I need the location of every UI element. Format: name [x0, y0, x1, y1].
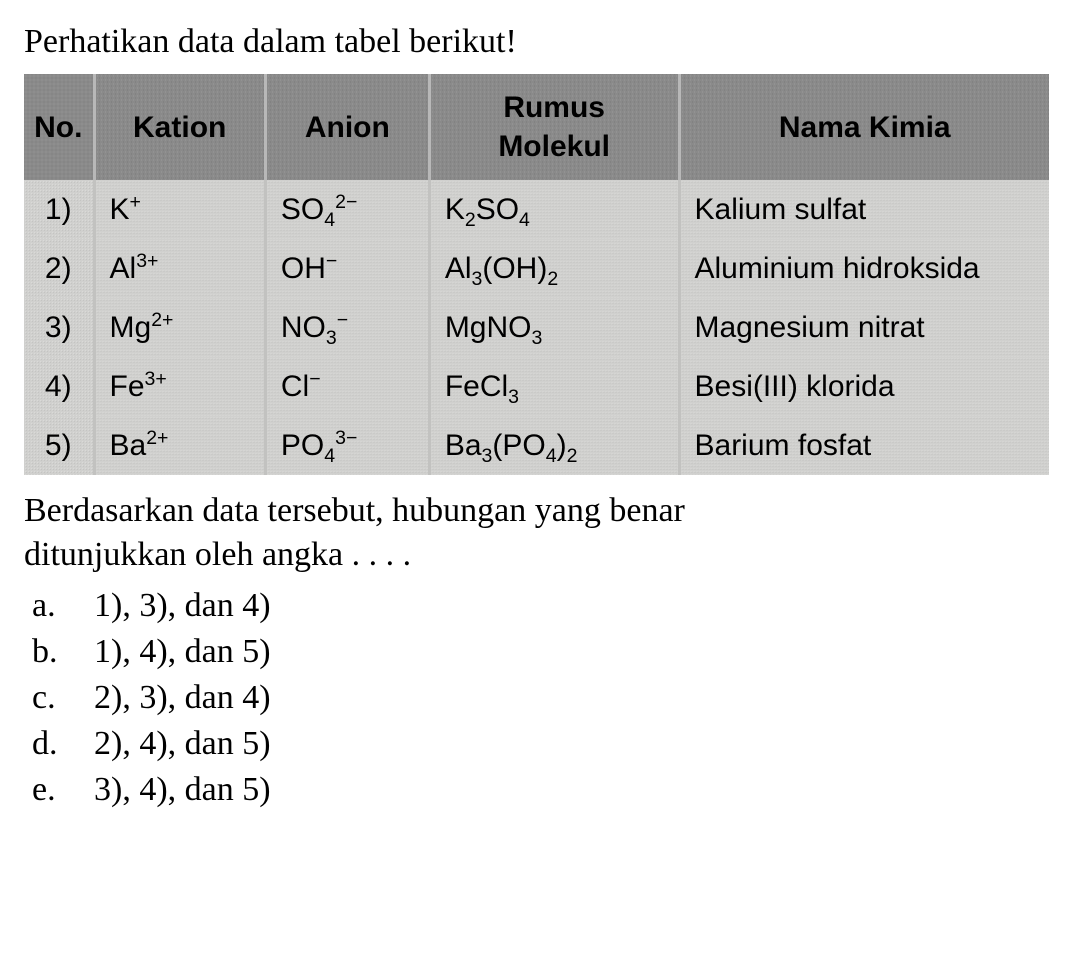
answer-options: a. 1), 3), dan 4) b. 1), 4), dan 5) c. 2… [24, 584, 1049, 813]
col-header-kation: Kation [94, 74, 265, 180]
cell-no: 2) [24, 239, 94, 298]
cell-kation: Al3+ [94, 239, 265, 298]
cell-rumus: Al3(OH)2 [429, 239, 679, 298]
question-line1: Berdasarkan data tersebut, hubungan yang… [24, 489, 1049, 533]
cell-nama: Aluminium hidroksida [679, 239, 1049, 298]
table-row: 2) Al3+ OH− Al3(OH)2 Aluminium hidroksid… [24, 239, 1049, 298]
option-e: e. 3), 4), dan 5) [32, 768, 1049, 812]
option-text: 3), 4), dan 5) [94, 768, 271, 812]
option-a: a. 1), 3), dan 4) [32, 584, 1049, 628]
option-b: b. 1), 4), dan 5) [32, 630, 1049, 674]
table-row: 1) K+ SO42− K2SO4 Kalium sulfat [24, 180, 1049, 239]
table-header-row: No. Kation Anion Rumus Molekul Nama Kimi… [24, 74, 1049, 180]
option-d: d. 2), 4), dan 5) [32, 722, 1049, 766]
cell-no: 1) [24, 180, 94, 239]
col-header-nama: Nama Kimia [679, 74, 1049, 180]
cell-anion: OH− [265, 239, 429, 298]
cell-kation: Mg2+ [94, 298, 265, 357]
cell-nama: Besi(III) klorida [679, 357, 1049, 416]
table-row: 4) Fe3+ Cl− FeCl3 Besi(III) klorida [24, 357, 1049, 416]
cell-kation: K+ [94, 180, 265, 239]
question-text: Berdasarkan data tersebut, hubungan yang… [24, 489, 1049, 577]
cell-anion: Cl− [265, 357, 429, 416]
cell-no: 5) [24, 416, 94, 475]
option-text: 1), 3), dan 4) [94, 584, 271, 628]
option-c: c. 2), 3), dan 4) [32, 676, 1049, 720]
option-letter: b. [32, 630, 70, 674]
option-letter: a. [32, 584, 70, 628]
cell-anion: PO43− [265, 416, 429, 475]
cell-nama: Magnesium nitrat [679, 298, 1049, 357]
option-letter: d. [32, 722, 70, 766]
option-text: 2), 3), dan 4) [94, 676, 271, 720]
col-header-rumus-line1: Rumus [503, 91, 605, 124]
instruction-text: Perhatikan data dalam tabel berikut! [24, 20, 1049, 64]
cell-anion: NO3− [265, 298, 429, 357]
table-row: 3) Mg2+ NO3− MgNO3 Magnesium nitrat [24, 298, 1049, 357]
cell-nama: Kalium sulfat [679, 180, 1049, 239]
table-row: 5) Ba2+ PO43− Ba3(PO4)2 Barium fosfat [24, 416, 1049, 475]
col-header-rumus: Rumus Molekul [429, 74, 679, 180]
cell-rumus: FeCl3 [429, 357, 679, 416]
cell-rumus: Ba3(PO4)2 [429, 416, 679, 475]
chemistry-table: No. Kation Anion Rumus Molekul Nama Kimi… [24, 74, 1049, 475]
col-header-rumus-line2: Molekul [498, 130, 610, 163]
question-line2: ditunjukkan oleh angka . . . . [24, 533, 1049, 577]
col-header-anion: Anion [265, 74, 429, 180]
cell-no: 4) [24, 357, 94, 416]
table-body: 1) K+ SO42− K2SO4 Kalium sulfat 2) Al3+ … [24, 180, 1049, 475]
cell-rumus: K2SO4 [429, 180, 679, 239]
cell-anion: SO42− [265, 180, 429, 239]
cell-nama: Barium fosfat [679, 416, 1049, 475]
option-text: 1), 4), dan 5) [94, 630, 271, 674]
cell-no: 3) [24, 298, 94, 357]
option-letter: c. [32, 676, 70, 720]
option-text: 2), 4), dan 5) [94, 722, 271, 766]
cell-rumus: MgNO3 [429, 298, 679, 357]
col-header-no: No. [24, 74, 94, 180]
option-letter: e. [32, 768, 70, 812]
cell-kation: Ba2+ [94, 416, 265, 475]
cell-kation: Fe3+ [94, 357, 265, 416]
